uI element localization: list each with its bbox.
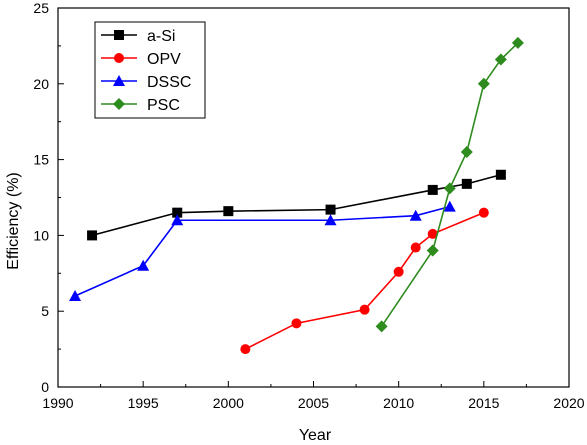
psc-data-point (477, 77, 490, 90)
legend-box (94, 21, 206, 119)
dssc-series-line (74, 205, 450, 297)
dssc-data-point (324, 214, 337, 226)
psc-data-point (426, 244, 439, 257)
x-tick-label: 2005 (298, 395, 329, 411)
dssc-data-point (443, 200, 456, 212)
legend-psc-marker (113, 98, 125, 110)
legend-opv-label: OPV (147, 51, 181, 68)
opv-data-point (359, 304, 370, 315)
a-si-data-point (223, 206, 234, 217)
y-axis-title: Efficiency (%) (5, 172, 22, 270)
y-tick-label: 0 (41, 379, 49, 395)
x-tick-label: 2015 (468, 395, 499, 411)
psc-data-point (460, 146, 473, 159)
legend-a-si-marker (114, 30, 124, 40)
a-si-data-point (427, 184, 438, 195)
plot-area: 1990 1995 2000 2005 2010 2015 2020 0 5 10 15 20 25 a-… (33, 0, 584, 411)
a-si-data-point (172, 207, 183, 218)
legend-a-si-label: a-Si (147, 28, 175, 45)
a-si-data-point (495, 169, 506, 180)
psc-data-point (375, 320, 388, 333)
psc-data-point (494, 53, 507, 66)
opv-series-line (245, 211, 485, 350)
x-tick-label: 1990 (42, 395, 73, 411)
x-tick-label: 2010 (383, 395, 414, 411)
a-si-data-point (461, 178, 472, 189)
a-si-data-point (325, 204, 336, 215)
psc-data-point (511, 36, 524, 49)
x-axis-title: Year (299, 427, 332, 444)
y-tick-label: 20 (33, 76, 49, 92)
dssc-data-point (409, 209, 422, 221)
dssc-data-point (69, 290, 82, 302)
x-tick-label: 2020 (553, 395, 584, 411)
opv-data-point (291, 318, 302, 329)
y-tick-label: 10 (33, 227, 49, 243)
dssc-data-point (137, 259, 150, 271)
opv-data-point (410, 242, 421, 253)
opv-data-point (393, 266, 404, 277)
legend-opv-marker (114, 53, 124, 63)
dssc-data-point (171, 214, 184, 226)
x-tick-label: 1995 (128, 395, 159, 411)
opv-data-point (427, 228, 438, 239)
y-tick-label: 25 (33, 0, 49, 16)
legend-dssc-label: DSSC (147, 74, 191, 91)
a-si-data-point (87, 230, 98, 241)
y-tick-label: 5 (41, 303, 49, 319)
legend-dssc-marker (113, 75, 125, 86)
opv-data-point (478, 207, 489, 218)
opv-data-point (240, 344, 251, 355)
legend-psc-label: PSC (147, 97, 180, 114)
x-tick-label: 2000 (213, 395, 244, 411)
y-tick-label: 15 (33, 152, 49, 168)
psc-data-point (443, 182, 456, 195)
